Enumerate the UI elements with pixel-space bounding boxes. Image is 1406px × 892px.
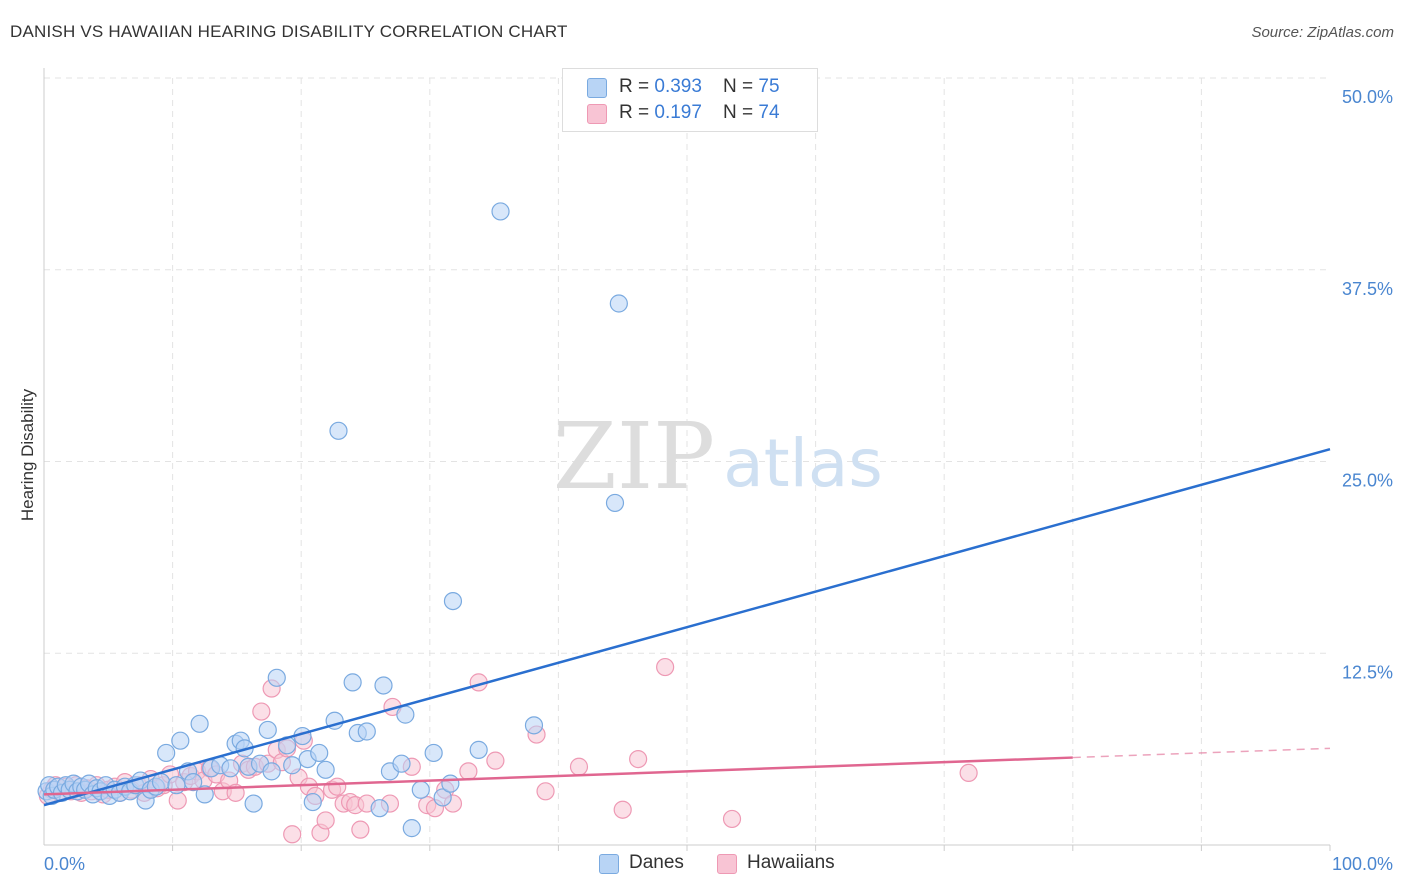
- danes-point: [524, 716, 544, 735]
- danes-trend-line: [43, 448, 1331, 807]
- legend-r-value: 0.393: [654, 76, 702, 97]
- hawaiians-point: [486, 751, 505, 770]
- hawaiians-point: [629, 749, 648, 769]
- legend-n-value: 74: [758, 102, 780, 123]
- bottom-legend-swatch-danes: [599, 854, 619, 874]
- danes-point: [491, 202, 510, 221]
- danes-point: [303, 792, 322, 812]
- danes-point: [609, 294, 628, 313]
- hawaiians-point: [569, 757, 589, 776]
- x-tick-label: 100.0%: [1332, 854, 1393, 874]
- trend-layer: [43, 448, 1331, 807]
- tick-labels: 12.5% 25.0% 37.5% 50.0% 0.0% 100.0%: [44, 87, 1393, 874]
- danes-point: [258, 720, 277, 740]
- hawaiians-point: [351, 820, 370, 839]
- danes-point: [283, 756, 302, 775]
- y-tick-label: 37.5%: [1342, 279, 1393, 299]
- danes-point: [316, 760, 335, 779]
- points-layer: [37, 202, 978, 844]
- watermark: ZIP atlas: [553, 403, 883, 510]
- legend-n-label: N =: [723, 102, 759, 123]
- bottom-legend-label-danes: Danes: [629, 852, 684, 873]
- hawaiians-point: [459, 762, 478, 781]
- hawaiians-point: [722, 809, 742, 829]
- chart-title: DANISH VS HAWAIIAN HEARING DISABILITY CO…: [10, 22, 568, 41]
- watermark-atlas: atlas: [723, 425, 883, 502]
- hawaiians-trend-line: [43, 756, 1073, 796]
- y-tick-label: 50.0%: [1342, 87, 1393, 107]
- danes-point: [267, 668, 286, 687]
- chart-source: Source: ZipAtlas.com: [1251, 24, 1394, 41]
- hawaiians-trend-extension: [1072, 747, 1331, 759]
- legend-text-hawaiians: R = 0.197 N = 74: [619, 102, 780, 124]
- danes-point: [443, 591, 463, 611]
- danes-point: [392, 754, 411, 773]
- danes-point: [396, 705, 415, 724]
- x-tick-label: 0.0%: [44, 854, 85, 874]
- hawaiians-point: [536, 782, 555, 801]
- danes-point: [605, 493, 625, 513]
- danes-point: [433, 788, 452, 807]
- legend-n-label: N =: [723, 76, 759, 97]
- legend-n-value: 75: [758, 76, 780, 97]
- grid-layer: [43, 68, 1331, 851]
- hawaiians-point: [316, 811, 335, 830]
- danes-point: [424, 743, 443, 763]
- danes-point: [310, 743, 329, 763]
- y-axis-title: Hearing Disability: [18, 388, 37, 522]
- y-tick-label: 12.5%: [1342, 662, 1393, 682]
- danes-point: [157, 743, 176, 763]
- bottom-legend-label-hawaiians: Hawaiians: [747, 852, 835, 873]
- watermark-zip: ZIP: [553, 403, 715, 510]
- danes-point: [167, 776, 186, 795]
- stats-legend: R = 0.393 N = 75 R = 0.197 N = 74: [562, 68, 818, 132]
- legend-swatch-danes: [587, 78, 607, 98]
- danes-point: [329, 421, 348, 440]
- danes-point: [343, 673, 362, 692]
- bottom-legend-swatch-hawaiians: [717, 854, 737, 874]
- danes-point: [262, 762, 281, 781]
- danes-point: [184, 773, 203, 792]
- hawaiians-point: [252, 702, 271, 721]
- danes-point: [402, 819, 421, 838]
- legend-text-danes: R = 0.393 N = 75: [619, 76, 780, 98]
- danes-point: [441, 774, 460, 793]
- danes-point: [469, 740, 488, 759]
- hawaiians-point: [959, 763, 978, 783]
- hawaiians-point: [656, 657, 675, 677]
- danes-point: [221, 759, 240, 778]
- danes-point: [411, 780, 430, 799]
- danes-point: [357, 722, 376, 741]
- y-tick-label: 25.0%: [1342, 471, 1393, 491]
- danes-point: [151, 773, 171, 792]
- legend-r-value: 0.197: [654, 102, 702, 123]
- danes-point: [244, 794, 263, 813]
- danes-point: [190, 714, 209, 733]
- hawaiians-point: [168, 791, 187, 810]
- hawaiians-point: [613, 800, 632, 819]
- legend-swatch-hawaiians: [587, 104, 607, 124]
- legend-r-label: R =: [619, 102, 655, 123]
- danes-point: [195, 785, 214, 804]
- danes-point: [374, 676, 393, 695]
- hawaiians-point: [328, 777, 347, 796]
- hawaiians-point: [283, 825, 302, 844]
- danes-point: [370, 799, 389, 818]
- legend-r-label: R =: [619, 76, 655, 97]
- danes-point: [171, 731, 190, 750]
